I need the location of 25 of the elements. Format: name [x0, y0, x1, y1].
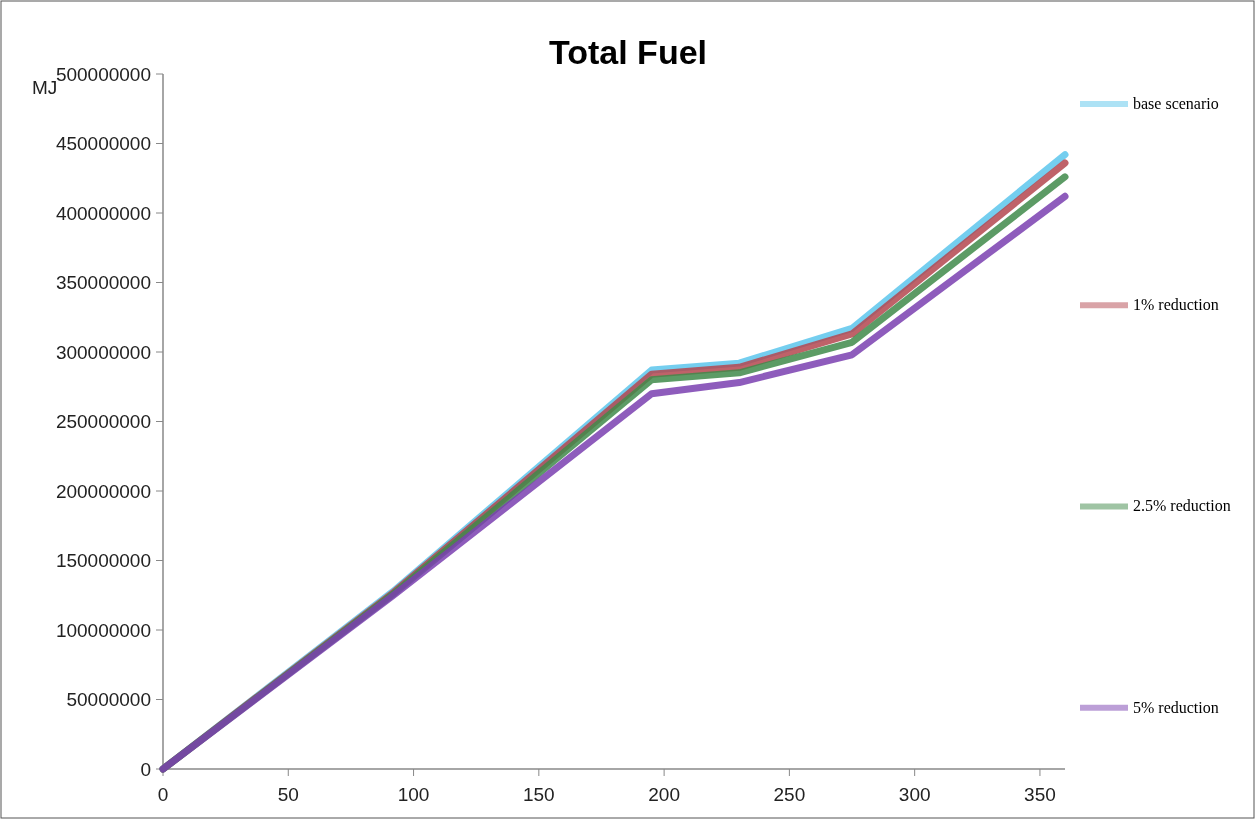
y-tick-label: 150000000: [55, 550, 151, 572]
x-tick-label: 50: [277, 784, 299, 805]
y-tick-label: 400000000: [55, 202, 151, 224]
legend-label: base scenario: [1133, 95, 1219, 112]
y-tick-label: 200000000: [55, 480, 151, 502]
x-tick-label: 0: [157, 784, 169, 805]
x-tick-label: 100: [397, 784, 430, 805]
y-tick-label: 500000000: [55, 63, 151, 85]
y-axis-title: MJ: [32, 77, 58, 98]
x-tick-label: 350: [1024, 784, 1056, 805]
x-tick-label: 150: [522, 784, 555, 805]
chart-title: Total Fuel: [548, 33, 708, 71]
y-tick-label: 450000000: [55, 133, 151, 155]
y-tick-label: 100000000: [55, 619, 151, 641]
x-tick-label: 300: [898, 784, 931, 805]
x-tick-label: 250: [773, 784, 806, 805]
legend-label: 1% reduction: [1133, 296, 1219, 314]
y-tick-label: 250000000: [55, 411, 151, 433]
y-tick-label: 50000000: [66, 689, 151, 711]
x-tick-label: 200: [648, 784, 680, 805]
y-tick-label: 0: [140, 758, 151, 780]
legend-label: 5% reduction: [1133, 698, 1219, 716]
y-tick-label: 300000000: [55, 341, 151, 363]
legend-label: 2.5% reduction: [1133, 497, 1231, 515]
y-tick-label: 350000000: [55, 272, 151, 294]
